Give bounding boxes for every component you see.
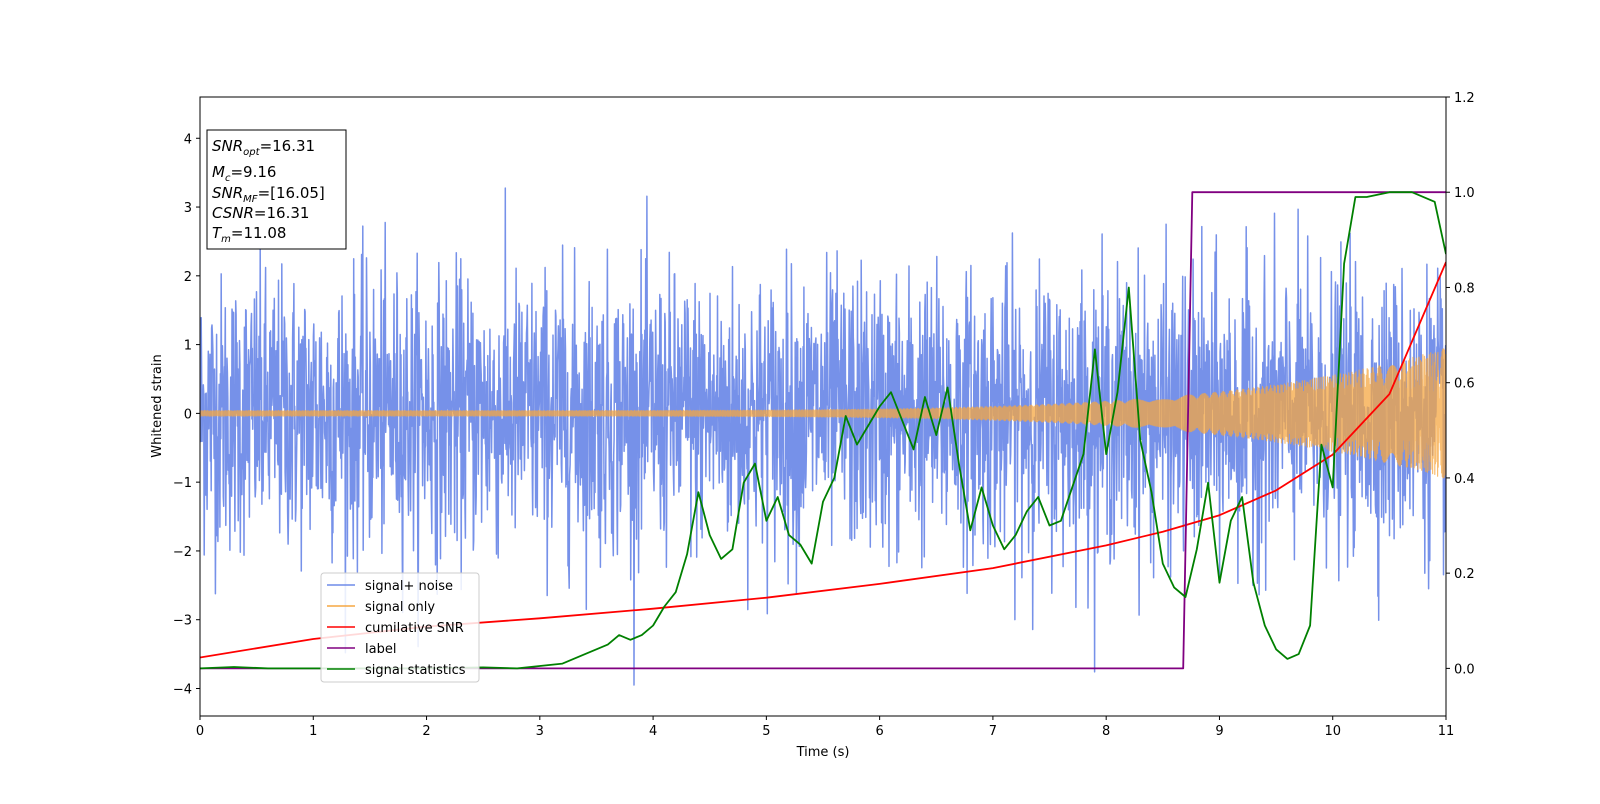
x-axis-ticks: 0 1 2 3 4 5 6 7 8 9 10 11 (196, 716, 1454, 739)
x-tick-label: 6 (875, 724, 883, 739)
y-axis-left-ticks: −4 −3 −2 −1 0 1 2 3 4 (173, 132, 200, 697)
metrics-annotation-box: SNRopt=16.31 Mc=9.16 SNRMF=[16.05] CSNR=… (206, 129, 347, 250)
y-left-tick-label: 2 (184, 270, 192, 285)
x-tick-label: 2 (422, 724, 430, 739)
y-left-tick-label: 4 (184, 132, 192, 147)
annotation-chirp-mass: Mc=9.16 (212, 163, 276, 184)
y-axis-right-ticks: 0.0 0.2 0.4 0.6 0.8 1.0 1.2 (1446, 91, 1475, 677)
annotation-snr-mf: SNRMF=[16.05] (212, 184, 325, 205)
y-right-tick-label: 0.6 (1454, 377, 1475, 392)
x-tick-label: 4 (649, 724, 657, 739)
x-tick-label: 9 (1215, 724, 1223, 739)
series-line-signal-only (200, 348, 1446, 479)
x-tick-label: 11 (1438, 724, 1455, 739)
legend-frame (320, 572, 480, 683)
legend-label-signal-only: signal only (365, 600, 435, 615)
x-tick-label: 1 (309, 724, 317, 739)
x-tick-label: 5 (762, 724, 770, 739)
x-tick-label: 10 (1324, 724, 1341, 739)
y-right-tick-label: 0.0 (1454, 662, 1475, 677)
x-tick-label: 3 (536, 724, 544, 739)
y-axis-title: Whitened strain (150, 354, 165, 457)
y-right-tick-label: 1.0 (1454, 186, 1475, 201)
annotation-merger-time: Tm=11.08 (212, 224, 286, 245)
y-left-tick-label: −1 (173, 476, 192, 491)
y-right-tick-label: 0.4 (1454, 472, 1475, 487)
y-left-tick-label: 1 (184, 339, 192, 354)
legend-label-signal-statistics: signal statistics (365, 663, 466, 678)
annotation-frame (206, 129, 347, 250)
series-line-signal-statistics (200, 191, 1446, 670)
legend: signal+ noise signal only cumilative SNR… (320, 572, 480, 683)
x-tick-label: 0 (196, 724, 204, 739)
series-line-label (200, 191, 1446, 670)
y-right-tick-label: 1.2 (1454, 91, 1475, 106)
legend-label-signal-noise: signal+ noise (365, 579, 453, 594)
legend-label-label: label (365, 642, 396, 657)
y-left-tick-label: 3 (184, 201, 192, 216)
y-right-tick-label: 0.2 (1454, 567, 1475, 582)
x-tick-label: 8 (1102, 724, 1110, 739)
y-right-tick-label: 0.8 (1454, 281, 1475, 296)
plot-frame (199, 96, 1447, 717)
y-left-tick-label: −3 (173, 614, 192, 629)
series-layer (200, 187, 1446, 686)
y-left-tick-label: −2 (173, 545, 192, 560)
x-axis-title: Time (s) (796, 745, 850, 760)
legend-label-cumulative-snr: cumilative SNR (365, 621, 464, 636)
y-left-tick-label: 0 (184, 407, 192, 422)
annotation-snr-opt: SNRopt=16.31 (212, 137, 315, 158)
x-tick-label: 7 (989, 724, 997, 739)
annotation-csnr: CSNR=16.31 (212, 204, 309, 222)
y-left-tick-label: −4 (173, 682, 192, 697)
